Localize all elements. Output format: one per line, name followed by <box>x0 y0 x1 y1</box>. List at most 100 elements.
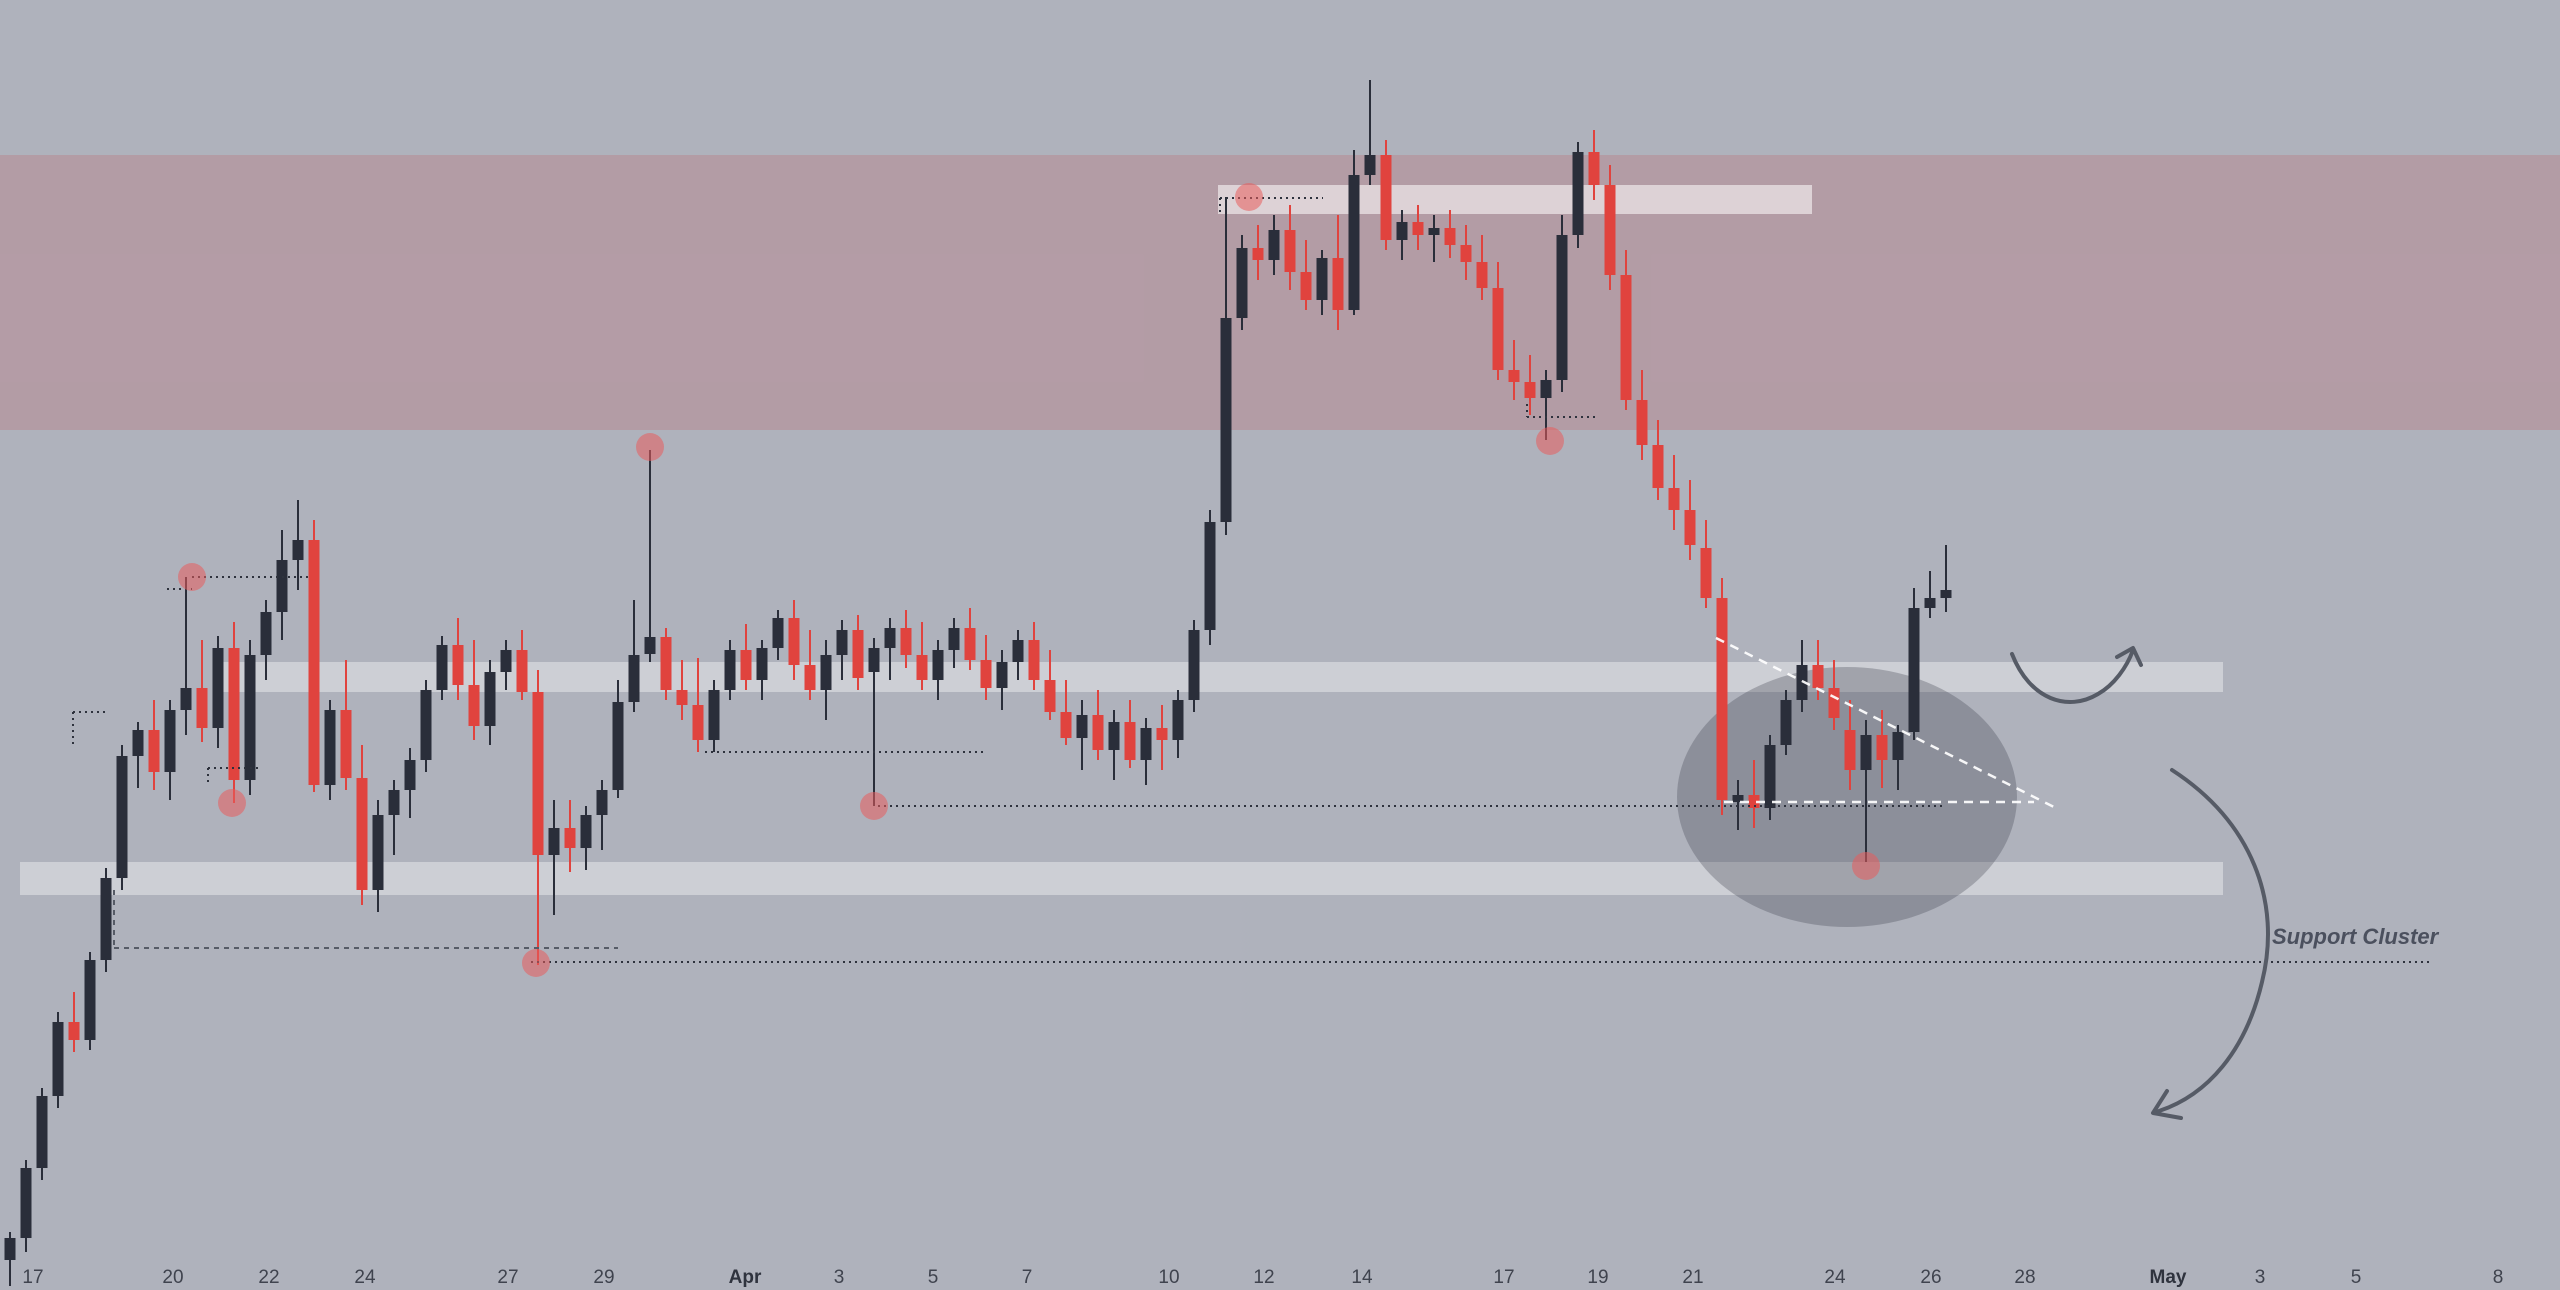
candle-down <box>692 705 704 740</box>
candle-up <box>1220 318 1232 522</box>
candle-up <box>1316 258 1328 300</box>
candle-down <box>1812 665 1824 688</box>
candle-up <box>1764 745 1776 808</box>
candle-up <box>580 815 592 848</box>
candle-down <box>900 628 912 655</box>
candle-up <box>1572 152 1584 235</box>
candle-down <box>660 637 672 690</box>
candle-up <box>292 540 304 560</box>
candle-down <box>1652 445 1664 488</box>
candle-down <box>1588 152 1600 185</box>
candle-down <box>1636 400 1648 445</box>
candle-down <box>1668 488 1680 510</box>
candle-down <box>1380 155 1392 240</box>
highlight-ellipse-layer <box>1677 667 2017 927</box>
candle-up <box>1012 640 1024 662</box>
candle-down <box>1332 258 1344 310</box>
x-axis-label: 21 <box>1682 1267 1703 1288</box>
swing-point-marker <box>1536 427 1564 455</box>
candle-up <box>820 655 832 690</box>
x-axis-label: 24 <box>354 1267 376 1288</box>
candle-up <box>612 702 624 790</box>
swing-point-marker <box>1852 852 1880 880</box>
x-axis-label: 17 <box>1493 1267 1514 1288</box>
candle-up <box>260 612 272 655</box>
swing-point-marker <box>178 563 206 591</box>
candle-up <box>1892 732 1904 760</box>
candle-down <box>804 665 816 690</box>
candle-down <box>1476 262 1488 288</box>
x-axis-label: May <box>2150 1267 2187 1288</box>
candle-up <box>388 790 400 815</box>
candle-down <box>1444 228 1456 245</box>
dashed-trendlines-layer <box>1715 636 2057 810</box>
candle-up <box>180 688 192 710</box>
candle-up <box>996 662 1008 688</box>
curved-arrow-up-icon <box>2010 648 2135 704</box>
candle-down <box>564 828 576 848</box>
candle-up <box>596 790 608 815</box>
swing-point-marker <box>522 949 550 977</box>
candle-up <box>84 960 96 1040</box>
support-cluster-label: Support Cluster <box>2272 924 2440 949</box>
arrows-layer <box>2010 646 2270 1120</box>
candle-down <box>740 650 752 680</box>
candle-up <box>1188 630 1200 700</box>
candle-down <box>964 628 976 660</box>
candle-down <box>452 645 464 685</box>
candle-down <box>1156 728 1168 740</box>
candle-down <box>1252 248 1264 260</box>
resistance-box <box>1218 185 1812 214</box>
candle-down <box>916 655 928 680</box>
candle-up <box>1556 235 1568 380</box>
x-axis-labels: 17 20 22 24 27 29 Apr 3 5 7 10 12 14 17 19 21 24 26 28 May 3… <box>22 1267 2503 1288</box>
candle-down <box>1284 230 1296 272</box>
candle-up <box>628 655 640 702</box>
x-axis-label: 3 <box>834 1267 845 1288</box>
candle-down <box>356 778 368 890</box>
upper-support-band <box>223 662 2223 692</box>
x-axis-label: 17 <box>22 1267 43 1288</box>
candle-up <box>1076 715 1088 738</box>
candle-up <box>244 655 256 780</box>
candle-up <box>1236 248 1248 318</box>
candle-down <box>1044 680 1056 712</box>
candle-down <box>1716 598 1728 800</box>
candle-down <box>1828 688 1840 718</box>
x-axis-label: 29 <box>593 1267 614 1288</box>
candle-up <box>644 637 656 654</box>
candle-down <box>1028 640 1040 680</box>
candle-down <box>1508 370 1520 382</box>
x-axis-label: 3 <box>2255 1267 2266 1288</box>
candle-up <box>1348 175 1360 310</box>
candle-up <box>4 1238 16 1260</box>
candle-up <box>1924 598 1936 608</box>
candle-up <box>404 760 416 790</box>
x-axis-label: 12 <box>1253 1267 1274 1288</box>
candle-up <box>324 710 336 785</box>
candle-down <box>1700 548 1712 598</box>
x-axis-label: Apr <box>729 1267 762 1288</box>
candle-down <box>516 650 528 692</box>
candle-down <box>1092 715 1104 750</box>
candle-up <box>1732 795 1744 802</box>
candle-up <box>36 1096 48 1168</box>
x-axis-label: 5 <box>2351 1267 2362 1288</box>
x-axis-label: 28 <box>2014 1267 2035 1288</box>
candle-up <box>1428 228 1440 235</box>
candle-up <box>484 672 496 726</box>
candle-up <box>772 618 784 648</box>
x-axis-label: 22 <box>258 1267 279 1288</box>
candle-up <box>836 630 848 655</box>
candle-down <box>340 710 352 778</box>
candle-down <box>1124 722 1136 760</box>
candle-up <box>1796 665 1808 700</box>
candle-up <box>500 650 512 672</box>
swing-point-marker <box>636 433 664 461</box>
curved-arrow-up-icon-head <box>2115 646 2143 667</box>
candle-up <box>708 690 720 740</box>
candle-up <box>1140 728 1152 760</box>
candle-up <box>868 648 880 672</box>
candle-down <box>468 685 480 726</box>
